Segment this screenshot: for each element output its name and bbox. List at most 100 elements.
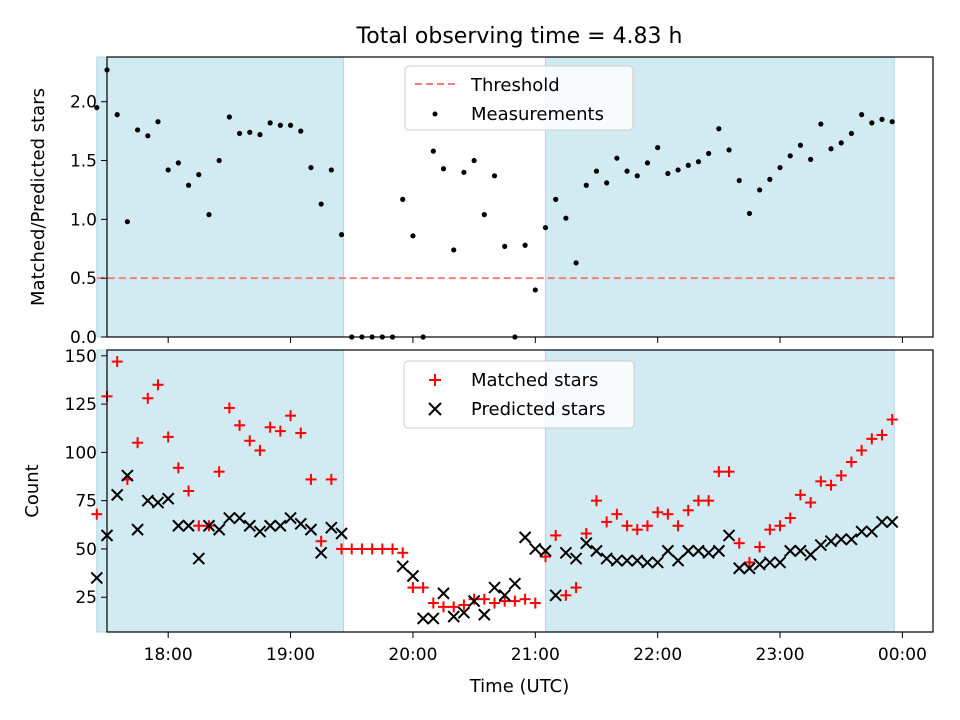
x-tick-label: 19:00 bbox=[266, 645, 315, 665]
predicted-stars-point bbox=[447, 610, 460, 623]
predicted-legend-swatch bbox=[428, 402, 442, 416]
x-tick-label: 18:00 bbox=[144, 645, 193, 665]
matched-stars-point bbox=[805, 497, 817, 509]
matched-stars-point bbox=[478, 593, 490, 605]
predicted-stars-point bbox=[406, 569, 420, 583]
matched-stars-point bbox=[662, 508, 674, 520]
matched-stars-point bbox=[876, 429, 888, 441]
predicted-stars-point bbox=[875, 515, 889, 529]
measurement-point bbox=[665, 170, 671, 177]
predicted-stars-point bbox=[243, 519, 256, 532]
predicted-stars-point bbox=[427, 612, 440, 625]
measurement-point bbox=[634, 173, 640, 179]
predicted-stars-point bbox=[600, 552, 613, 565]
measurement-point bbox=[94, 104, 100, 111]
predicted-stars-point bbox=[202, 519, 216, 532]
top-legend: Threshold Measurements bbox=[404, 65, 634, 131]
measurement-point bbox=[532, 287, 538, 293]
predicted-stars-point bbox=[549, 589, 562, 602]
matched-stars-point bbox=[91, 508, 103, 520]
predicted-stars-point bbox=[773, 556, 787, 569]
measurement-point bbox=[502, 243, 508, 250]
measurement-point bbox=[318, 201, 324, 207]
predicted-stars-point bbox=[886, 515, 899, 529]
matched-stars-point bbox=[448, 601, 460, 613]
measurement-point bbox=[461, 169, 467, 175]
predicted-stars-point bbox=[498, 589, 511, 602]
measurement-point bbox=[695, 159, 702, 165]
bottom-y-tick-label: 50 bbox=[75, 540, 97, 560]
measurement-point bbox=[563, 215, 569, 221]
matched-stars-point bbox=[489, 597, 501, 609]
matched-stars-point bbox=[580, 527, 592, 539]
measurement-point bbox=[542, 224, 549, 231]
measurement-point bbox=[767, 176, 773, 182]
predicted-stars-point bbox=[743, 562, 756, 575]
matched-stars-point bbox=[142, 392, 154, 404]
matched-stars-point bbox=[672, 520, 684, 532]
matched-stars-point bbox=[325, 473, 337, 485]
matched-stars-point bbox=[315, 535, 327, 547]
top-y-tick-label: 1.5 bbox=[70, 152, 97, 172]
predicted-stars-point bbox=[518, 531, 532, 544]
matched-stars-point bbox=[244, 435, 256, 447]
measurement-point bbox=[134, 127, 141, 133]
matched-stars-point bbox=[866, 433, 878, 445]
measurements-legend-swatch bbox=[432, 111, 438, 117]
measurement-point bbox=[196, 172, 202, 178]
matched-stars-point bbox=[397, 547, 409, 559]
measurement-point bbox=[338, 232, 345, 238]
measurement-point bbox=[451, 247, 457, 253]
predicted-stars-point bbox=[529, 542, 542, 556]
top-y-tick-label: 0.0 bbox=[70, 328, 97, 348]
matched-stars-point bbox=[764, 524, 776, 536]
predicted-stars-point bbox=[539, 544, 552, 558]
predicted-stars-point bbox=[702, 546, 715, 560]
predicted-stars-point bbox=[559, 546, 573, 560]
predicted-stars-point bbox=[641, 556, 654, 569]
measurement-point bbox=[706, 150, 712, 157]
measurement-point bbox=[328, 167, 334, 173]
measurement-point bbox=[124, 219, 130, 225]
x-tick-label: 22:00 bbox=[633, 645, 682, 665]
measurement-point bbox=[481, 212, 487, 218]
predicted-stars-point bbox=[478, 608, 491, 621]
matched-stars-point bbox=[111, 356, 123, 368]
predicted-stars-point bbox=[437, 587, 450, 600]
measurement-point bbox=[757, 187, 763, 193]
bottom-y-tick-label: 25 bbox=[75, 588, 97, 608]
matched-stars-point bbox=[641, 520, 653, 532]
measurement-point bbox=[522, 242, 528, 248]
predicted-stars-point bbox=[824, 535, 838, 548]
measurement-point bbox=[787, 153, 793, 159]
matched-stars-point bbox=[234, 419, 246, 431]
measurement-point bbox=[675, 167, 681, 173]
measurement-point bbox=[869, 120, 875, 126]
matched-stars-point bbox=[692, 495, 704, 507]
x-tick-label: 21:00 bbox=[511, 645, 560, 665]
measurement-point bbox=[236, 130, 243, 137]
predicted-stars-point bbox=[192, 552, 205, 565]
measurement-point bbox=[716, 126, 722, 132]
bottom-axes-frame bbox=[106, 349, 934, 633]
predicted-stars-point bbox=[467, 594, 481, 608]
measurement-point bbox=[553, 196, 559, 202]
bottom-shaded-intervals bbox=[96, 349, 895, 633]
matched-stars-point bbox=[815, 475, 827, 487]
measurement-point bbox=[257, 132, 263, 138]
predicted-stars-point bbox=[416, 612, 430, 625]
predicted-stars-point bbox=[141, 494, 154, 507]
measurement-point bbox=[859, 112, 865, 118]
predicted-stars-point bbox=[151, 496, 165, 509]
matched-stars-point bbox=[427, 597, 439, 609]
measurement-point bbox=[185, 182, 192, 188]
measurement-point bbox=[400, 196, 406, 202]
matched-stars-point bbox=[509, 595, 521, 607]
matched-stars-point bbox=[274, 425, 286, 437]
matched-legend-label: Matched stars bbox=[471, 370, 598, 391]
matched-stars-point bbox=[183, 485, 195, 497]
matched-stars-point bbox=[754, 541, 766, 553]
measurement-point bbox=[410, 233, 416, 239]
bottom-y-tick-label: 100 bbox=[65, 443, 97, 463]
measurement-point bbox=[736, 177, 742, 184]
